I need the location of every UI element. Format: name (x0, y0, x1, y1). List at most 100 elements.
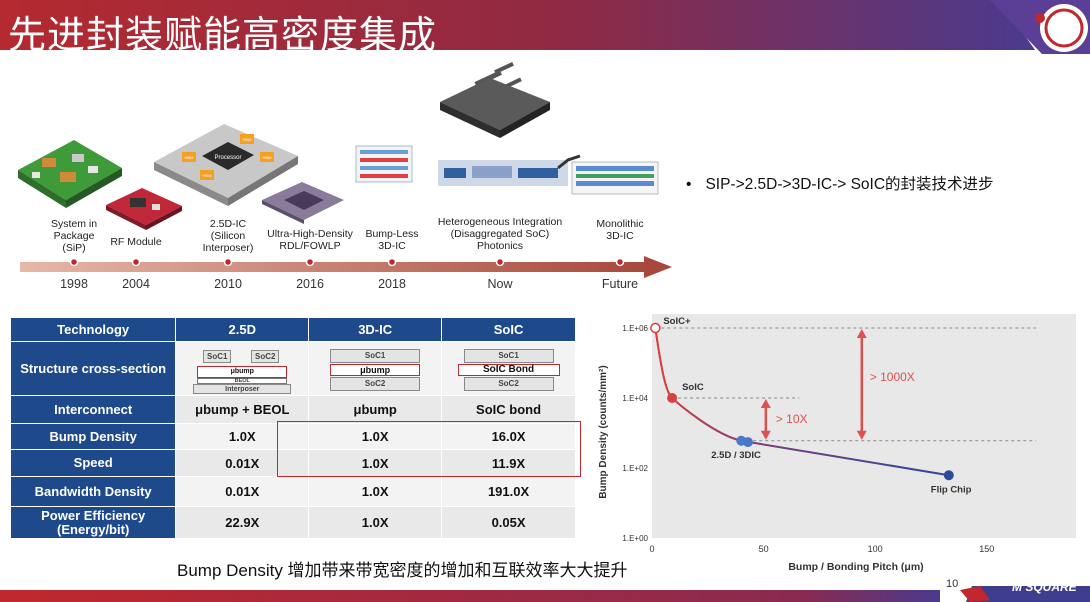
timeline-label: Ultra-High-Density RDL/FOWLP (240, 228, 380, 252)
timeline-label-line: Ultra-High-Density (267, 228, 353, 240)
timeline-label: Heterogeneous Integration (Disaggregated … (430, 216, 570, 252)
timeline-illustrations: Processor HBM HBM HBM HBM (18, 61, 672, 278)
timeline-label-line: Bump-Less (365, 228, 419, 240)
x-tick-label: 150 (979, 544, 994, 554)
table-row: Bandwidth Density 0.01X 1.0X 191.0X (9, 476, 576, 507)
hbm-label: HBM (203, 173, 212, 178)
timeline-label-line: System in (50, 218, 98, 230)
timeline-label-line: (SiP) (62, 242, 86, 254)
y-tick-label: 1.E+04 (622, 394, 648, 403)
beol-label: BEOL (197, 377, 288, 384)
header-background (0, 0, 1090, 54)
timeline-dots (69, 257, 625, 267)
bullet-text: SIP->2.5D->3D-IC-> SoIC的封装技术进步 (705, 176, 994, 193)
row-label: Bandwidth Density (9, 476, 177, 507)
timeline-label: 2.5D-IC (Silicon Interposer) (158, 218, 298, 254)
row-label: Power Efficiency (Energy/bit) (9, 506, 177, 539)
table-cell: 191.0X (441, 476, 576, 507)
timeline-year: 2018 (378, 277, 406, 291)
timeline-label-line: Package (53, 230, 95, 242)
table-row: Power Efficiency (Energy/bit) 22.9X 1.0X… (9, 506, 576, 539)
y-tick-label: 1.E+02 (622, 464, 648, 473)
structure-2-5d: SoC1 SoC2 μbump BEOL Interposer (175, 341, 310, 396)
timeline-arrow (20, 256, 672, 278)
table-cell: 1.0X (308, 476, 443, 507)
page-number: 10 (946, 578, 959, 590)
table-row: Interconnect μbump + BEOL μbump SoIC bon… (9, 395, 576, 424)
table-row: Structure cross-section SoC1 SoC2 μbump … (9, 341, 576, 396)
cross-section-3dic: SoC1 μbump SoC2 (316, 346, 434, 392)
annotation-arrow-1000x-head (856, 430, 867, 440)
x-tick-label: 0 (649, 544, 654, 554)
data-point-soic (667, 393, 678, 403)
table-cell: 1.0X (175, 423, 310, 450)
chip-soc1: SoC1 (463, 348, 554, 363)
table-cell: 0.05X (441, 506, 576, 539)
timeline-dot (131, 257, 141, 267)
soic-bond-label: SoIC Bond (457, 363, 560, 376)
timeline-dot (69, 257, 79, 267)
timeline-label-line: Photonics (476, 240, 524, 252)
table-cell: 11.9X (441, 449, 576, 477)
hbm-label: HBM (243, 137, 252, 142)
row-label: Interconnect (9, 395, 177, 424)
timeline-label-line: RDL/FOWLP (279, 240, 341, 252)
header-banner: 先进封装赋能高密度集成 (0, 0, 1090, 57)
annotation-arrow-10x-head (760, 399, 771, 408)
annotation-label: > 10X (776, 412, 808, 426)
annotation-arrow-1000x-head (856, 329, 867, 338)
timeline-dot (495, 257, 505, 267)
cross-section-soic: SoC1 SoIC Bond SoC2 (450, 346, 568, 392)
chip-soc2: SoC2 (251, 349, 280, 363)
row-label: Bump Density (9, 423, 177, 450)
table-cell: 0.01X (175, 476, 310, 507)
timeline-dot (615, 257, 625, 267)
bump-density-chart: 1.E+00 1.E+02 1.E+04 1.E+06 0 50 100 150 Bump / … (594, 314, 1084, 580)
processor-label: Processor (214, 155, 241, 161)
timeline-label-line: Interposer) (202, 242, 254, 254)
y-tick-label: 1.E+06 (622, 324, 648, 333)
timeline-dot (387, 257, 397, 267)
chart-plot-area (652, 314, 1076, 538)
table-cell: 0.01X (175, 449, 310, 477)
annotation-arrow-10x-head (760, 430, 771, 440)
table-header-cell: 2.5D (175, 317, 310, 342)
point-label: SoIC+ (663, 316, 691, 327)
x-axis-label: Bump / Bonding Pitch (μm) (788, 561, 923, 573)
timeline-label-line: 2.5D-IC (209, 218, 247, 230)
data-point-soic-plus (650, 322, 661, 334)
interposer-illustration: Processor HBM HBM HBM HBM (154, 124, 298, 206)
bump-layer-label: μbump (330, 363, 421, 376)
bump-layer-label: μbump (197, 365, 288, 378)
table-cell: 16.0X (441, 423, 576, 450)
table-header-row: Technology 2.5D 3D-IC SoIC (9, 317, 576, 342)
table-cell: μbump (308, 395, 443, 424)
bullet-dot: • (686, 176, 692, 193)
sip-illustration (18, 140, 122, 208)
density-curve (654, 327, 949, 477)
footer-bar (0, 586, 1090, 602)
timeline-year: Future (601, 277, 639, 291)
timeline-year: Now (487, 277, 513, 291)
chip-soc1: SoC1 (203, 349, 232, 363)
row-label: Structure cross-section (9, 341, 177, 396)
table-row: Speed 0.01X 1.0X 11.9X (9, 449, 576, 477)
company-logo: M SQUARE (1012, 580, 1077, 594)
timeline-year: 2004 (122, 277, 150, 291)
timeline-label: System in Package (SiP) (4, 218, 144, 254)
slide-title: 先进封装赋能高密度集成 (8, 13, 438, 57)
timeline-year: 2016 (296, 277, 324, 291)
monolithic-illustration (571, 161, 659, 195)
table-header-cell: SoIC (441, 317, 576, 342)
chart-canvas: 1.E+00 1.E+02 1.E+04 1.E+06 0 50 100 150 Bump / … (598, 316, 1036, 573)
packaging-timeline: Processor HBM HBM HBM HBM (14, 60, 684, 300)
hbm-label: HBM (185, 155, 194, 160)
timeline-label-line: Monolithic (596, 218, 644, 230)
table-header-cell: Technology (9, 317, 177, 342)
interposer-label: Interposer (193, 383, 292, 394)
timeline-label-line: 3D-IC (378, 240, 406, 252)
chip-soc2: SoC2 (330, 376, 421, 391)
fowlp-illustration (262, 182, 344, 224)
data-point-3dic (742, 437, 753, 448)
